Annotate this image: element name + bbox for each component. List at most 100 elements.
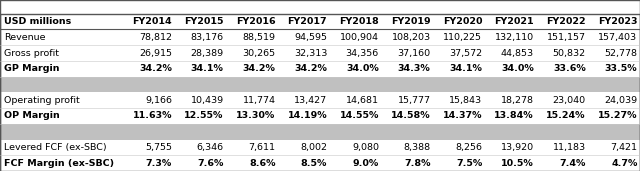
Bar [433, 45, 485, 61]
Text: 13.30%: 13.30% [236, 111, 275, 120]
Bar [123, 29, 175, 45]
Text: 37,160: 37,160 [397, 49, 431, 57]
Bar [588, 140, 640, 155]
Bar [0, 29, 640, 45]
Bar [0, 14, 123, 29]
Text: 13,920: 13,920 [501, 143, 534, 152]
Bar [433, 14, 485, 29]
Bar [433, 29, 485, 45]
Bar [0, 155, 640, 171]
Text: FCF Margin (ex-SBC): FCF Margin (ex-SBC) [4, 159, 114, 168]
Bar [588, 14, 640, 29]
Bar [0, 140, 640, 155]
Text: 15,777: 15,777 [397, 96, 431, 105]
Text: 14,681: 14,681 [346, 96, 379, 105]
Bar [0, 140, 123, 155]
Bar [227, 140, 278, 155]
Text: 26,915: 26,915 [139, 49, 172, 57]
Text: FY2017: FY2017 [287, 17, 327, 26]
Bar [278, 45, 330, 61]
Text: FY2015: FY2015 [184, 17, 224, 26]
Text: 34.0%: 34.0% [346, 64, 379, 73]
Text: 34.1%: 34.1% [191, 64, 224, 73]
Bar [0, 61, 123, 77]
Text: 7.3%: 7.3% [146, 159, 172, 168]
Bar [433, 155, 485, 171]
Bar [536, 92, 588, 108]
Text: 33.6%: 33.6% [553, 64, 586, 73]
Bar [278, 61, 330, 77]
Bar [588, 155, 640, 171]
Bar [381, 108, 433, 124]
Text: 34.2%: 34.2% [294, 64, 327, 73]
Text: USD millions: USD millions [4, 17, 71, 26]
Text: FY2023: FY2023 [598, 17, 637, 26]
Text: Revenue: Revenue [4, 33, 45, 42]
Text: 34,356: 34,356 [346, 49, 379, 57]
Bar [485, 14, 536, 29]
Text: Operating profit: Operating profit [4, 96, 79, 105]
Bar [227, 14, 278, 29]
Bar [123, 140, 175, 155]
Bar [278, 29, 330, 45]
Text: 8.6%: 8.6% [249, 159, 275, 168]
Text: 5,755: 5,755 [145, 143, 172, 152]
Bar [433, 108, 485, 124]
Text: 37,572: 37,572 [449, 49, 483, 57]
Bar [227, 155, 278, 171]
Bar [227, 29, 278, 45]
Text: FY2018: FY2018 [339, 17, 379, 26]
Bar [0, 124, 640, 140]
Bar [536, 155, 588, 171]
Bar [123, 108, 175, 124]
Text: 100,904: 100,904 [340, 33, 379, 42]
Text: Gross profit: Gross profit [4, 49, 59, 57]
Bar [485, 61, 536, 77]
Bar [485, 140, 536, 155]
Bar [381, 14, 433, 29]
Text: FY2022: FY2022 [546, 17, 586, 26]
Text: GP Margin: GP Margin [4, 64, 60, 73]
Bar [536, 14, 588, 29]
Bar [175, 140, 227, 155]
Text: 13,427: 13,427 [294, 96, 327, 105]
Bar [536, 140, 588, 155]
Text: 83,176: 83,176 [191, 33, 224, 42]
Bar [485, 45, 536, 61]
Bar [536, 45, 588, 61]
Bar [175, 61, 227, 77]
Bar [278, 155, 330, 171]
Bar [123, 92, 175, 108]
Bar [278, 92, 330, 108]
Bar [175, 29, 227, 45]
Bar [227, 45, 278, 61]
Text: 14.58%: 14.58% [391, 111, 431, 120]
Bar [0, 45, 123, 61]
Text: 7.4%: 7.4% [559, 159, 586, 168]
Bar [330, 155, 381, 171]
Text: 34.1%: 34.1% [449, 64, 483, 73]
Text: 18,278: 18,278 [501, 96, 534, 105]
Bar [0, 77, 640, 92]
Bar [330, 29, 381, 45]
Text: 30,265: 30,265 [243, 49, 275, 57]
Text: 7,421: 7,421 [611, 143, 637, 152]
Text: 10.5%: 10.5% [501, 159, 534, 168]
Bar [433, 140, 485, 155]
Text: 50,832: 50,832 [552, 49, 586, 57]
Bar [0, 45, 640, 61]
Text: 33.5%: 33.5% [605, 64, 637, 73]
Text: 110,225: 110,225 [444, 33, 483, 42]
Text: 8,002: 8,002 [300, 143, 327, 152]
Bar [433, 92, 485, 108]
Bar [588, 61, 640, 77]
Text: 34.0%: 34.0% [501, 64, 534, 73]
Text: FY2016: FY2016 [236, 17, 275, 26]
Text: 9,080: 9,080 [352, 143, 379, 152]
Bar [0, 92, 640, 108]
Text: 7,611: 7,611 [248, 143, 275, 152]
Text: 4.7%: 4.7% [611, 159, 637, 168]
Bar [381, 140, 433, 155]
Bar [227, 92, 278, 108]
Bar [278, 14, 330, 29]
